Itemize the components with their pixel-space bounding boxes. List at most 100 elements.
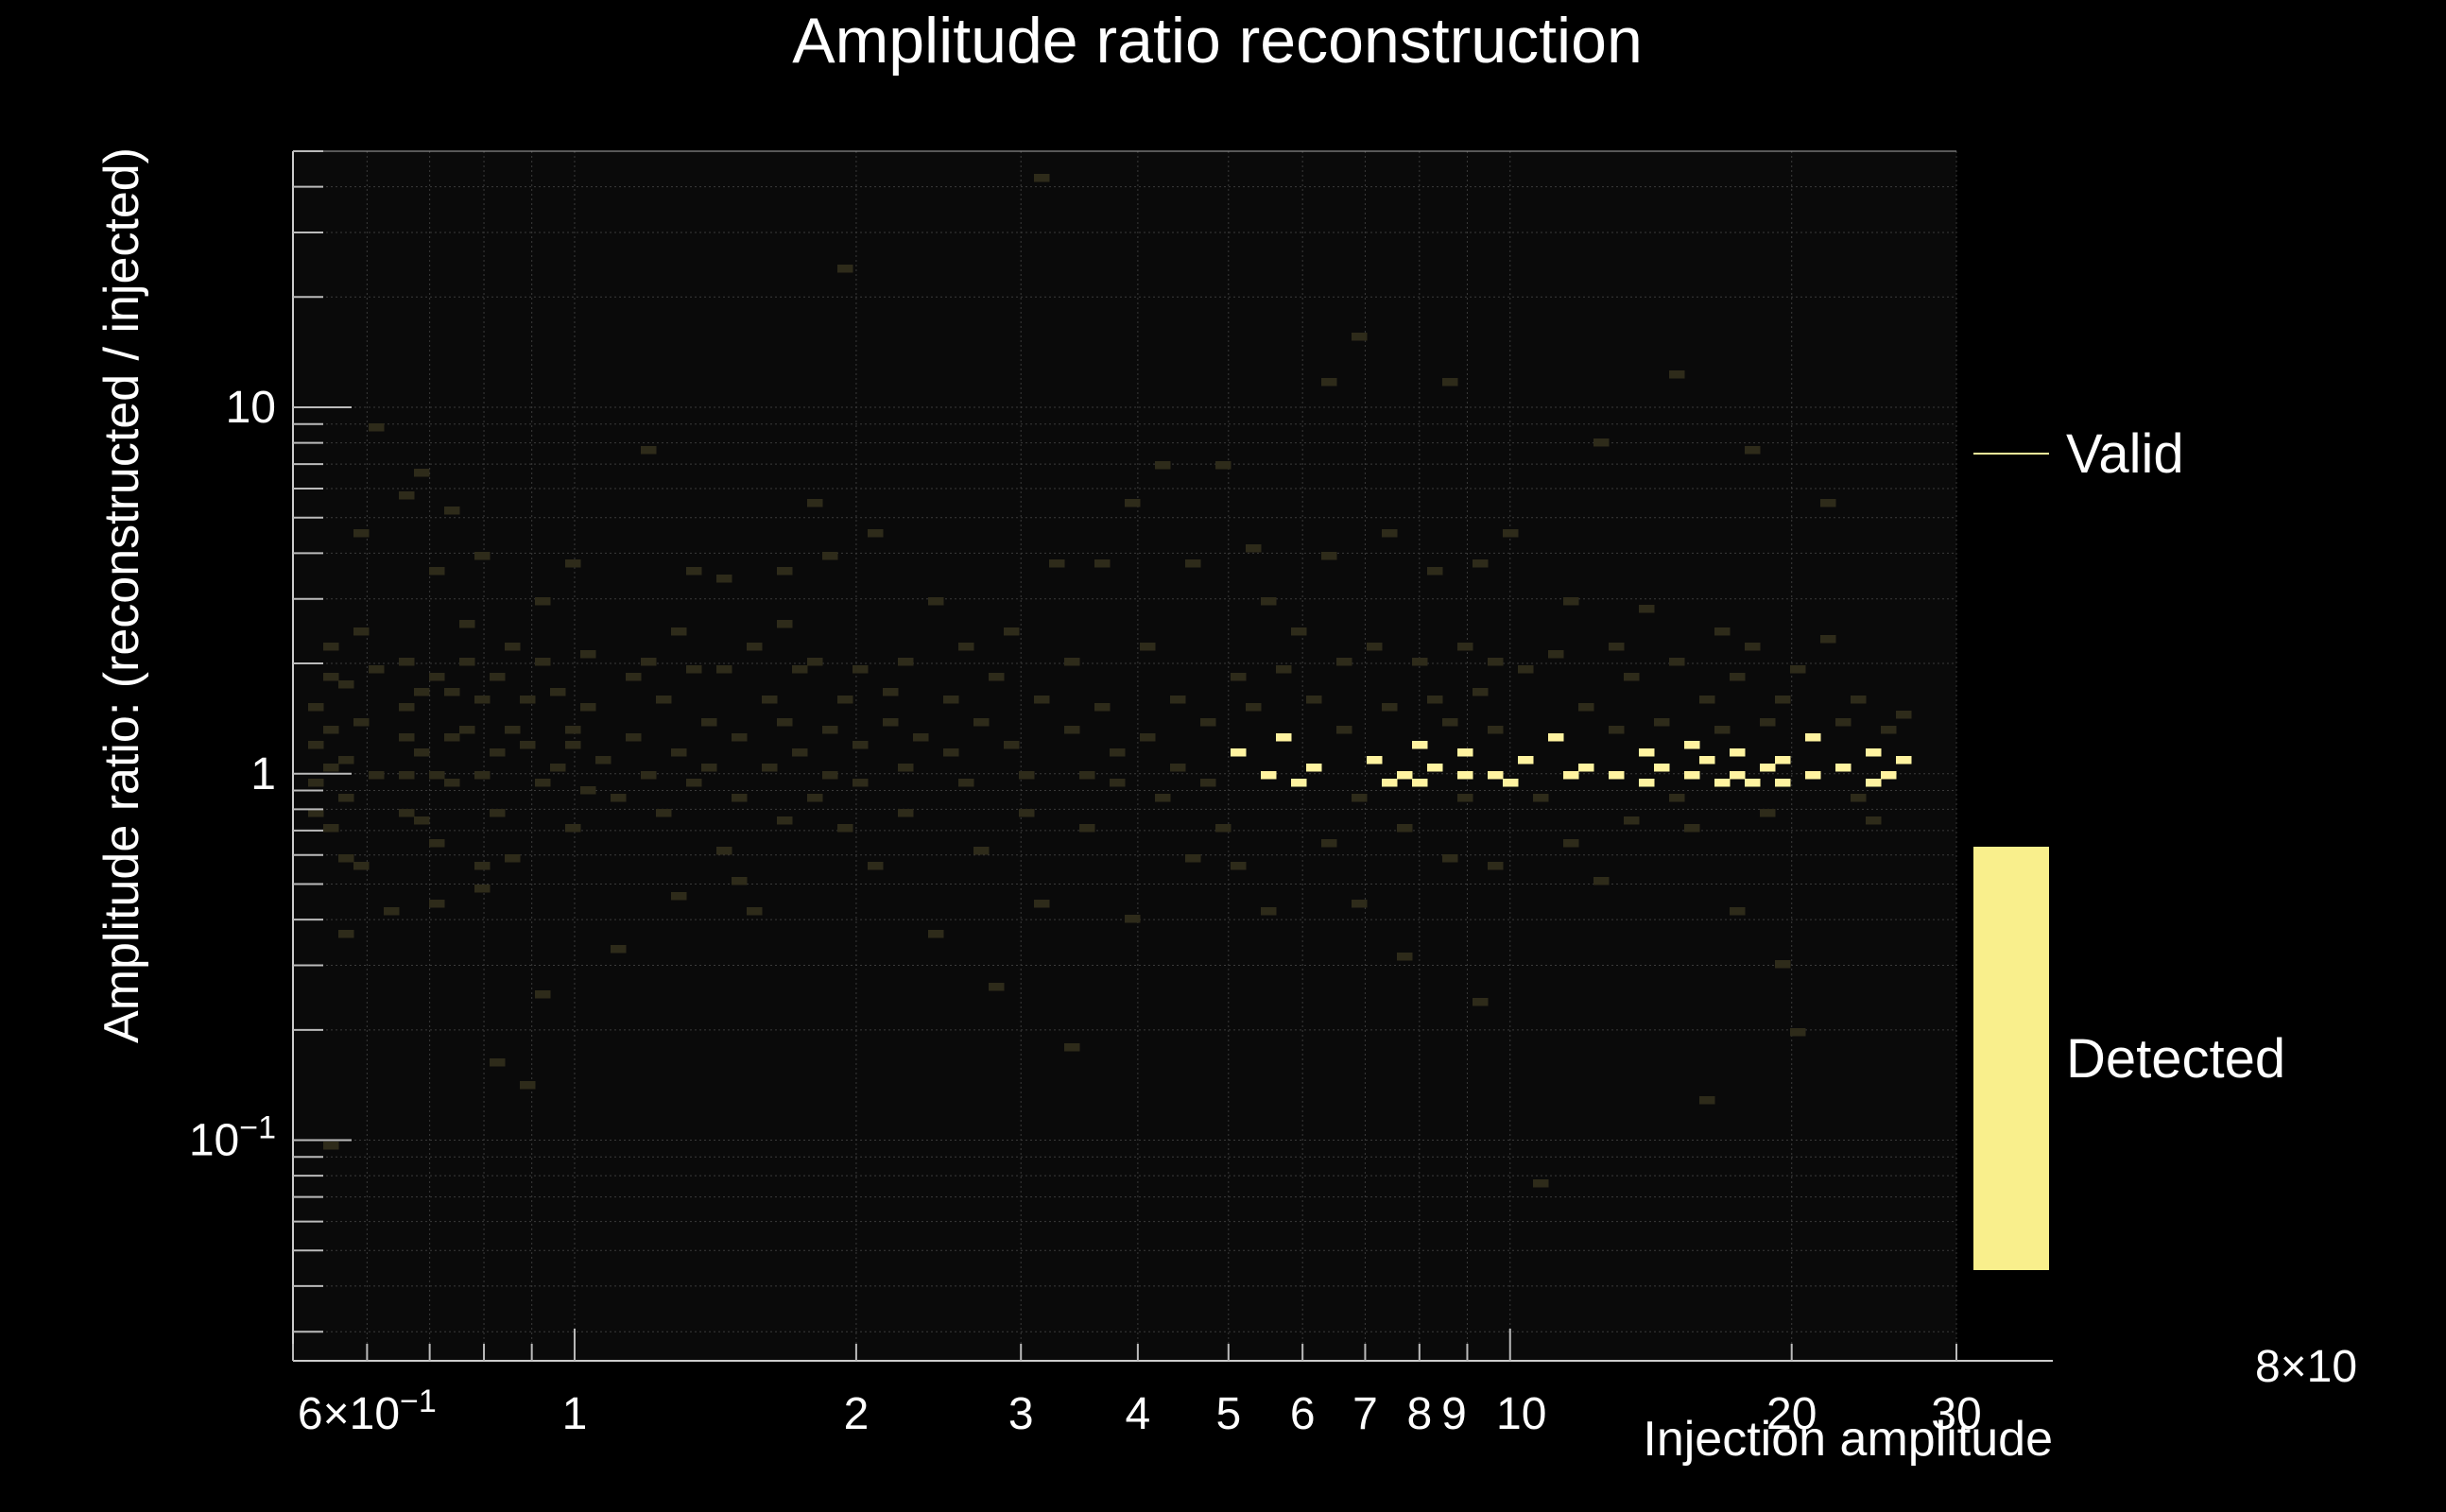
heatmap-cell <box>1110 748 1126 757</box>
heatmap-cell <box>1215 824 1232 833</box>
heatmap-cell <box>777 567 793 576</box>
x-tick-label: 4 <box>1126 1389 1151 1439</box>
heatmap-cell <box>1231 862 1247 870</box>
heatmap-cell <box>1684 741 1700 749</box>
heatmap-cell <box>1805 733 1821 742</box>
heatmap-cell <box>490 673 506 681</box>
heatmap-cell <box>1473 688 1489 696</box>
heatmap-cell <box>716 575 732 583</box>
x-tick-label: 3 <box>1008 1389 1034 1439</box>
y-tick-label: 1 <box>250 749 276 799</box>
heatmap-cell <box>595 756 612 765</box>
heatmap-cell <box>1866 779 1882 787</box>
heatmap-cell <box>1669 658 1685 666</box>
heatmap-cell <box>1730 673 1746 681</box>
heatmap-cell <box>399 771 415 780</box>
heatmap-cell <box>837 824 853 833</box>
legend-detected-label: Detected <box>2066 1028 2285 1090</box>
heatmap-cell <box>1563 597 1579 606</box>
x-tick-label: 2 <box>844 1389 870 1439</box>
legend-valid-label: Valid <box>2066 423 2184 485</box>
heatmap-cell <box>1155 794 1171 802</box>
heatmap-cell <box>308 779 324 787</box>
x-tick-label: 9 <box>1441 1389 1467 1439</box>
heatmap-cell <box>641 771 657 780</box>
heatmap-cell <box>490 809 506 817</box>
heatmap-cell <box>474 885 491 893</box>
heatmap-cell <box>1094 559 1111 568</box>
heatmap-cell <box>732 794 748 802</box>
heatmap-cell <box>1593 438 1610 447</box>
heatmap-cell <box>1578 703 1594 712</box>
heatmap-cell <box>1427 764 1443 772</box>
heatmap-cell <box>701 718 717 727</box>
grid-lines <box>292 150 1957 1361</box>
heatmap-cell <box>490 748 506 757</box>
heatmap-cell <box>429 567 445 576</box>
heatmap-cell <box>1730 907 1746 916</box>
heatmap-cell <box>1563 839 1579 848</box>
heatmap-cell <box>1200 718 1216 727</box>
heatmap-cell <box>429 673 445 681</box>
heatmap-cell <box>505 726 521 734</box>
x-axis-label: Injection amplitude <box>1643 1412 2053 1467</box>
heatmap-cell <box>611 945 627 954</box>
heatmap-cell <box>1064 1043 1080 1052</box>
heatmap-cell <box>928 597 944 606</box>
heatmap-cell <box>1699 756 1715 765</box>
heatmap-cell <box>1034 174 1050 182</box>
heatmap-cell <box>913 733 929 742</box>
heatmap-cell <box>1669 370 1685 379</box>
heatmap-cell <box>1321 839 1337 848</box>
heatmap-cell <box>807 794 823 802</box>
heatmap-cell <box>1609 643 1625 651</box>
heatmap-cell <box>883 688 899 696</box>
heatmap-cell <box>1291 779 1307 787</box>
heatmap-cell <box>414 688 430 696</box>
heatmap-cell <box>353 627 370 636</box>
heatmap-cell <box>1125 499 1141 507</box>
heatmap-cell <box>1835 718 1852 727</box>
heatmap-cell <box>777 816 793 825</box>
heatmap-cell <box>550 688 566 696</box>
heatmap-cell <box>520 696 536 704</box>
heatmap-cell <box>1714 726 1731 734</box>
heatmap-cell <box>1140 733 1156 742</box>
heatmap-cell <box>1488 862 1504 870</box>
heatmap-cell <box>1745 779 1761 787</box>
heatmap-cell <box>943 696 959 704</box>
heatmap-cell <box>1896 711 1912 719</box>
heatmap-cell <box>762 696 778 704</box>
heatmap-cell <box>807 499 823 507</box>
heatmap-cell <box>1306 764 1322 772</box>
heatmap-cell <box>1609 726 1625 734</box>
y-axis-label: Amplitude ratio: (reconstructed / inject… <box>95 147 149 1043</box>
heatmap-cell <box>958 779 974 787</box>
heatmap-cell <box>1336 658 1352 666</box>
heatmap-cell <box>1488 658 1504 666</box>
heatmap-cell <box>671 748 687 757</box>
heatmap-cell <box>1760 764 1776 772</box>
heatmap-cell <box>399 703 415 712</box>
heatmap-cell <box>1745 643 1761 651</box>
heatmap-cell <box>353 529 370 538</box>
heatmap-cell <box>1457 794 1473 802</box>
heatmap-cell <box>1730 771 1746 780</box>
heatmap-cell <box>626 733 642 742</box>
heatmap-cell <box>338 794 354 802</box>
heatmap-cell <box>1457 771 1473 780</box>
heatmap-cell <box>338 854 354 863</box>
heatmap-cell <box>429 839 445 848</box>
heatmap-cell <box>580 786 596 795</box>
heatmap-cell <box>1064 658 1080 666</box>
heatmap-cell <box>958 643 974 651</box>
heatmap-cell <box>580 703 596 712</box>
heatmap-cell <box>1200 779 1216 787</box>
heatmap-cell <box>1442 854 1458 863</box>
colorbar-label: 8×10 <box>2255 1342 2357 1392</box>
heatmap-cell <box>1775 960 1791 969</box>
heatmap-cell <box>1578 764 1594 772</box>
heatmap-cell <box>853 741 869 749</box>
heatmap-cell <box>1457 643 1473 651</box>
